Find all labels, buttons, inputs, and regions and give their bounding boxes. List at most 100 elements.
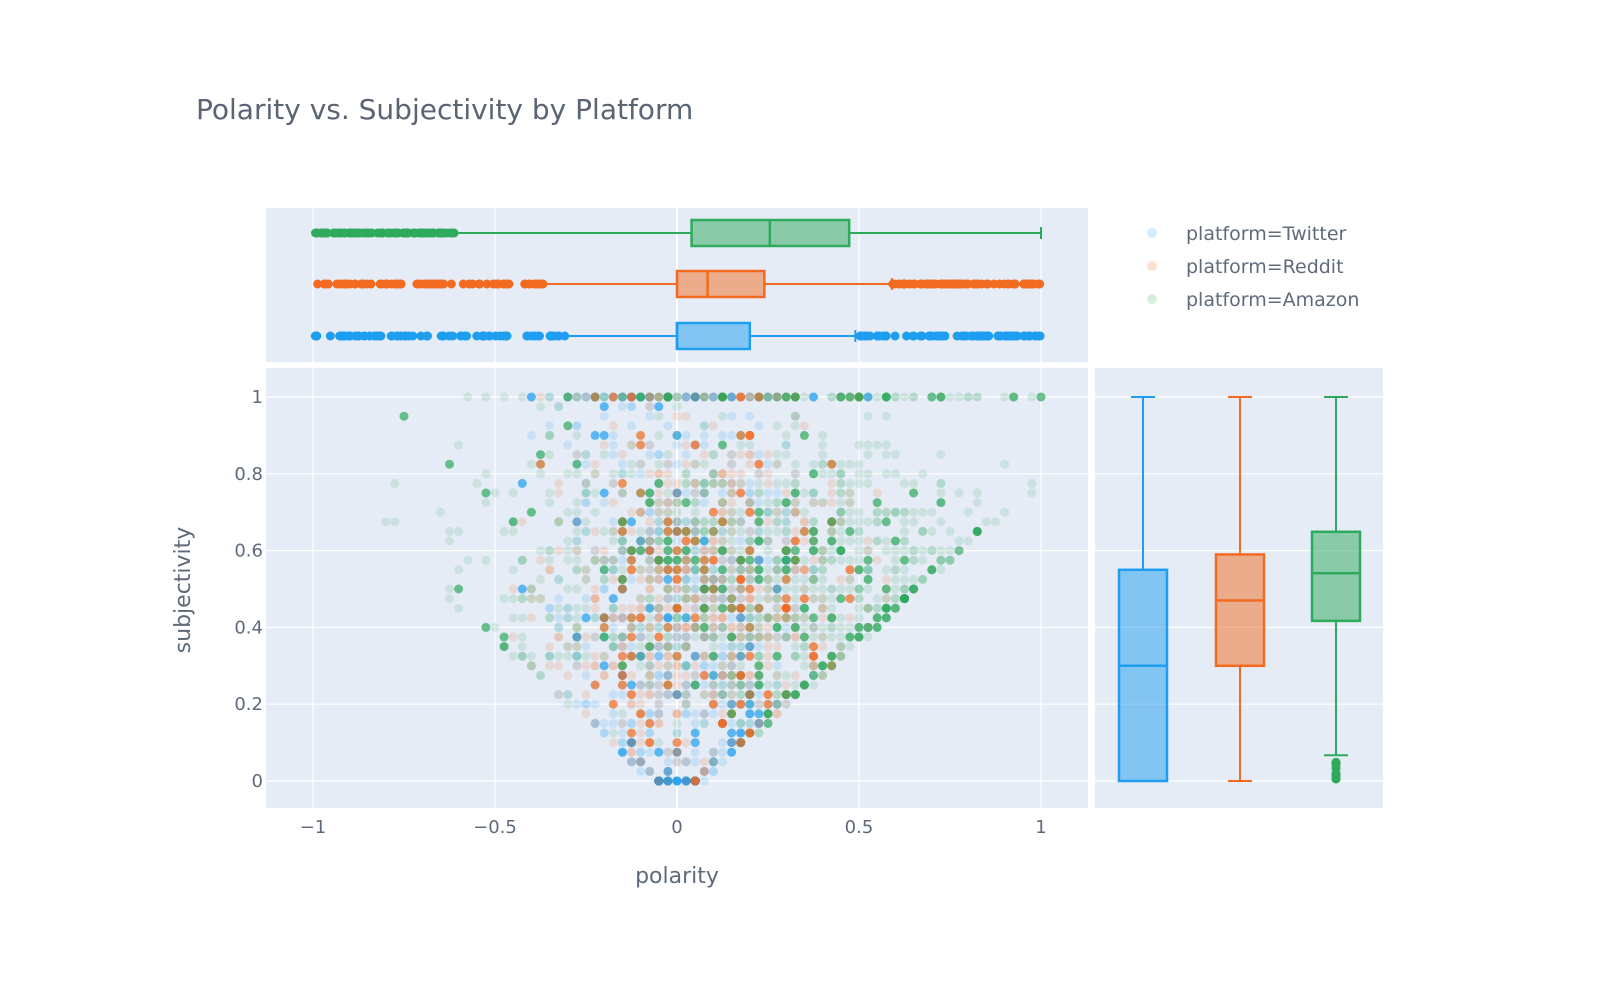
scatter-point [763, 517, 773, 527]
scatter-point [745, 584, 755, 594]
scatter-point [827, 613, 837, 623]
scatter-point [663, 670, 673, 680]
scatter-point [872, 536, 882, 546]
scatter-point [681, 536, 691, 546]
scatter-point [754, 488, 764, 498]
scatter-point [608, 642, 618, 652]
scatter-point [708, 757, 718, 767]
scatter-point [790, 642, 800, 652]
scatter-point [699, 392, 709, 402]
scatter-point [727, 392, 737, 402]
scatter-point [772, 603, 782, 613]
scatter-point [836, 651, 846, 661]
scatter-point [563, 555, 573, 565]
scatter-point [718, 392, 727, 402]
scatter-point [745, 728, 755, 738]
scatter-point [645, 622, 655, 632]
scatter-point [690, 498, 700, 508]
scatter-point [745, 680, 755, 690]
scatter-point [699, 718, 709, 728]
scatter-point [627, 440, 636, 450]
scatter-point [690, 555, 700, 565]
scatter-point [781, 507, 791, 517]
scatter-point [636, 469, 646, 479]
scatter-point [608, 536, 618, 546]
scatter-point [772, 392, 782, 402]
scatter-point [663, 594, 673, 604]
scatter-point [690, 661, 700, 671]
scatter-point [772, 670, 782, 680]
scatter-point [818, 469, 828, 479]
scatter-point [617, 613, 627, 623]
scatter-point [736, 728, 746, 738]
scatter-point [681, 709, 691, 719]
polarity-outlier [960, 331, 970, 341]
scatter-point [799, 517, 809, 527]
scatter-point [708, 584, 718, 594]
scatter-point [936, 488, 946, 498]
scatter-point [927, 565, 937, 575]
scatter-point [627, 651, 636, 661]
scatter-point [554, 517, 564, 527]
scatter-point [763, 488, 773, 498]
scatter-point [754, 574, 764, 584]
scatter-point [827, 661, 837, 671]
scatter-point [745, 488, 755, 498]
scatter-point [772, 526, 782, 536]
scatter-point [645, 450, 655, 460]
scatter-point [754, 555, 764, 565]
scatter-point [708, 766, 718, 776]
y-tick-label: 0.2 [234, 694, 263, 715]
scatter-point [627, 622, 636, 632]
scatter-point [672, 517, 682, 527]
scatter-point [654, 594, 664, 604]
scatter-point [736, 392, 746, 402]
scatter-point [727, 430, 737, 440]
scatter-point [663, 584, 673, 594]
scatter-point [927, 546, 937, 556]
scatter-point [872, 613, 882, 623]
scatter-point [563, 421, 573, 431]
scatter-point [599, 574, 609, 584]
scatter-point [772, 632, 782, 642]
scatter-point [690, 757, 700, 767]
scatter-point [608, 517, 618, 527]
scatter-point [772, 699, 782, 709]
scatter-point [781, 622, 791, 632]
scatter-point [900, 507, 909, 517]
scatter-point [845, 565, 855, 575]
scatter-point [672, 498, 682, 508]
scatter-point [681, 392, 691, 402]
scatter-point [918, 574, 928, 584]
scatter-point [745, 498, 755, 508]
scatter-point [654, 776, 664, 786]
scatter-point [654, 776, 664, 786]
polarity-outlier [909, 331, 919, 341]
scatter-point [654, 536, 664, 546]
scatter-point [781, 699, 791, 709]
scatter-point [517, 651, 527, 661]
scatter-point [690, 728, 700, 738]
scatter-point [781, 546, 791, 556]
scatter-point [545, 603, 555, 613]
legend-marker [1147, 261, 1157, 271]
scatter-point [799, 613, 809, 623]
scatter-point [608, 642, 618, 652]
scatter-point [736, 622, 746, 632]
scatter-point [727, 622, 737, 632]
scatter-point [727, 584, 737, 594]
scatter-point [863, 622, 873, 632]
x-tick-label: −1 [300, 817, 327, 838]
scatter-point [608, 565, 618, 575]
scatter-point [672, 517, 682, 527]
scatter-point [636, 536, 646, 546]
scatter-point [809, 517, 818, 527]
scatter-point [681, 517, 691, 527]
scatter-point [854, 632, 864, 642]
scatter-point [736, 613, 746, 623]
scatter-point [818, 632, 828, 642]
scatter-point [617, 642, 627, 652]
scatter-point [699, 565, 709, 575]
scatter-point [681, 430, 691, 440]
scatter-point [718, 651, 727, 661]
